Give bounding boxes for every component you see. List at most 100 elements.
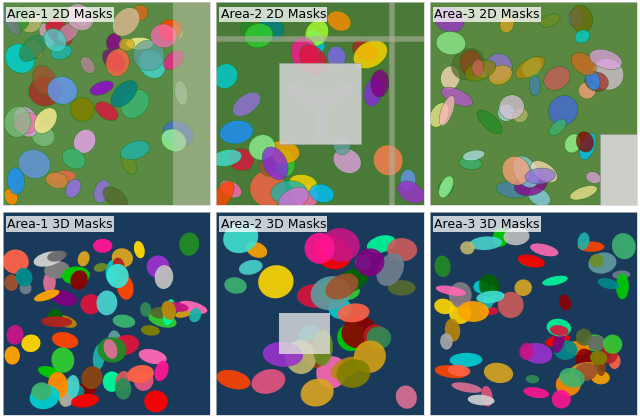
- Text: Area-1 3D Masks: Area-1 3D Masks: [7, 218, 113, 231]
- Bar: [278, 63, 362, 144]
- Ellipse shape: [68, 384, 84, 399]
- Ellipse shape: [4, 346, 20, 364]
- Ellipse shape: [556, 373, 580, 396]
- Ellipse shape: [76, 12, 92, 27]
- Ellipse shape: [246, 242, 268, 258]
- Ellipse shape: [310, 276, 351, 310]
- Ellipse shape: [97, 337, 127, 362]
- Ellipse shape: [81, 57, 95, 73]
- Ellipse shape: [175, 307, 196, 318]
- Ellipse shape: [165, 302, 189, 312]
- Ellipse shape: [119, 38, 134, 51]
- Ellipse shape: [577, 232, 589, 250]
- Ellipse shape: [500, 16, 514, 33]
- Ellipse shape: [239, 260, 262, 275]
- Ellipse shape: [542, 276, 568, 286]
- Ellipse shape: [34, 289, 60, 301]
- Ellipse shape: [273, 149, 295, 177]
- Ellipse shape: [120, 141, 150, 160]
- Ellipse shape: [579, 133, 596, 160]
- Ellipse shape: [612, 271, 630, 279]
- Ellipse shape: [150, 24, 177, 48]
- Ellipse shape: [147, 256, 170, 278]
- Ellipse shape: [141, 325, 160, 336]
- Ellipse shape: [13, 106, 39, 137]
- Ellipse shape: [138, 50, 166, 78]
- Ellipse shape: [504, 228, 529, 245]
- Ellipse shape: [43, 271, 56, 293]
- Ellipse shape: [53, 315, 77, 328]
- Ellipse shape: [4, 188, 18, 205]
- Ellipse shape: [429, 103, 449, 127]
- Ellipse shape: [52, 382, 79, 391]
- Ellipse shape: [325, 274, 358, 299]
- Ellipse shape: [71, 394, 99, 407]
- Ellipse shape: [48, 372, 68, 398]
- Ellipse shape: [387, 238, 417, 261]
- Ellipse shape: [77, 251, 90, 266]
- Ellipse shape: [179, 301, 207, 314]
- Ellipse shape: [364, 324, 388, 347]
- Ellipse shape: [476, 291, 504, 304]
- Ellipse shape: [588, 336, 605, 351]
- Ellipse shape: [29, 385, 60, 409]
- Ellipse shape: [468, 394, 495, 405]
- Ellipse shape: [449, 353, 483, 367]
- Ellipse shape: [355, 255, 371, 270]
- Ellipse shape: [278, 187, 308, 211]
- Ellipse shape: [81, 294, 101, 314]
- Ellipse shape: [525, 168, 556, 184]
- Ellipse shape: [550, 325, 568, 336]
- Ellipse shape: [439, 96, 455, 126]
- Ellipse shape: [440, 66, 460, 90]
- Ellipse shape: [352, 40, 378, 61]
- Ellipse shape: [3, 9, 20, 35]
- Ellipse shape: [388, 280, 415, 296]
- Ellipse shape: [526, 375, 539, 383]
- Ellipse shape: [314, 236, 351, 269]
- Ellipse shape: [81, 366, 102, 389]
- Ellipse shape: [115, 371, 130, 390]
- Ellipse shape: [590, 351, 607, 365]
- Ellipse shape: [115, 378, 131, 399]
- Ellipse shape: [327, 46, 346, 67]
- Ellipse shape: [47, 309, 63, 324]
- Ellipse shape: [66, 179, 81, 198]
- Ellipse shape: [544, 66, 570, 90]
- Ellipse shape: [14, 113, 40, 133]
- Ellipse shape: [435, 256, 451, 277]
- Ellipse shape: [223, 222, 259, 253]
- Ellipse shape: [502, 156, 530, 185]
- Ellipse shape: [333, 136, 350, 155]
- Ellipse shape: [440, 333, 452, 349]
- Ellipse shape: [589, 254, 604, 267]
- Ellipse shape: [300, 336, 328, 354]
- Ellipse shape: [113, 335, 139, 355]
- Ellipse shape: [74, 129, 96, 153]
- Text: Area-3 3D Masks: Area-3 3D Masks: [434, 218, 540, 231]
- Ellipse shape: [586, 172, 601, 183]
- Ellipse shape: [33, 251, 63, 267]
- Ellipse shape: [216, 370, 250, 389]
- Ellipse shape: [161, 301, 176, 320]
- Ellipse shape: [522, 57, 542, 78]
- Text: Area-2 3D Masks: Area-2 3D Masks: [221, 218, 326, 231]
- Ellipse shape: [103, 372, 121, 392]
- Ellipse shape: [113, 314, 135, 328]
- Ellipse shape: [31, 382, 52, 400]
- Ellipse shape: [498, 292, 524, 318]
- Ellipse shape: [328, 297, 351, 319]
- Ellipse shape: [612, 233, 636, 259]
- Ellipse shape: [212, 150, 242, 166]
- Ellipse shape: [547, 319, 571, 337]
- Ellipse shape: [520, 257, 538, 267]
- Ellipse shape: [161, 129, 186, 152]
- Ellipse shape: [575, 363, 597, 381]
- Ellipse shape: [120, 148, 136, 175]
- Ellipse shape: [376, 253, 404, 286]
- Ellipse shape: [570, 5, 593, 32]
- Ellipse shape: [400, 169, 416, 191]
- Ellipse shape: [112, 248, 133, 267]
- Ellipse shape: [593, 351, 605, 376]
- Ellipse shape: [438, 181, 453, 195]
